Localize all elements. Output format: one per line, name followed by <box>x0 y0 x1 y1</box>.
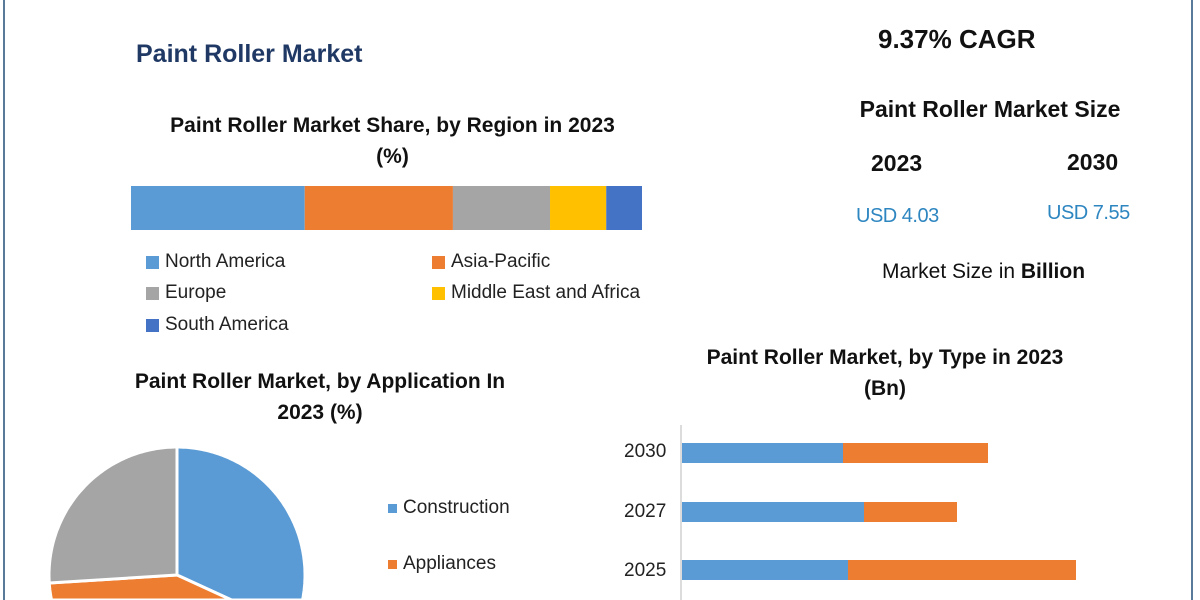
legend-asia-pacific: Asia-Pacific <box>432 251 550 273</box>
pie-slice <box>47 445 179 585</box>
market-size-heading: Paint Roller Market Size <box>859 96 1121 122</box>
legend-swatch <box>432 255 445 269</box>
type-bar-segment <box>848 560 1076 580</box>
legend-label: Asia-Pacific <box>451 251 551 272</box>
region-bar-segment <box>606 186 642 230</box>
region-title-line2: (%) <box>376 145 409 168</box>
legend-swatch <box>388 503 397 513</box>
year-2023: 2023 <box>871 150 923 176</box>
application-title-line1: Paint Roller Market, by Application In <box>134 370 506 393</box>
legend-label: Middle East and Africa <box>451 282 641 303</box>
legend-swatch <box>146 255 159 269</box>
market-value-2023: USD 4.03 <box>856 205 939 227</box>
note-prefix: Market Size in <box>882 260 1021 283</box>
legend-swatch <box>432 286 445 300</box>
type-bar-segment <box>682 560 848 580</box>
page-title: Paint Roller Market <box>136 40 363 68</box>
legend-north-america: North America <box>146 251 285 273</box>
type-bar-segment <box>682 502 864 522</box>
type-title-line2: (Bn) <box>864 377 906 400</box>
year-2030: 2030 <box>1067 149 1119 175</box>
legend-appliances: Appliances <box>388 553 496 575</box>
market-size-note: Market Size in Billion <box>882 260 1085 284</box>
market-value-2030: USD 7.55 <box>1047 202 1130 224</box>
cagr-value: 9.37% CAGR <box>878 24 1036 54</box>
note-unit: Billion <box>1020 260 1086 283</box>
type-bar-segment <box>682 443 843 463</box>
region-bar-segment <box>304 186 453 230</box>
legend-europe: Europe <box>146 282 226 304</box>
legend-swatch <box>388 559 397 569</box>
region-bar-segment <box>131 186 305 230</box>
application-chart-title: Paint Roller Market, by Application In 2… <box>90 366 550 428</box>
legend-label: South America <box>165 314 289 335</box>
legend-middle-east-africa: Middle East and Africa <box>432 282 640 304</box>
legend-south-america: South America <box>146 314 289 336</box>
application-title-line2: 2023 (%) <box>277 401 363 424</box>
type-tick-label: 2030 <box>624 441 667 462</box>
type-chart-title: Paint Roller Market, by Type in 2023 (Bn… <box>660 342 1110 404</box>
type-tick-label: 2027 <box>624 501 667 522</box>
legend-label: North America <box>165 251 286 272</box>
legend-construction: Construction <box>388 497 510 519</box>
region-bar-segment <box>550 186 607 230</box>
region-bar-segment <box>452 186 551 230</box>
type-tick-label: 2025 <box>624 560 667 581</box>
legend-label: Construction <box>403 497 510 518</box>
legend-label: Europe <box>165 282 227 303</box>
type-title-line1: Paint Roller Market, by Type in 2023 <box>706 346 1064 369</box>
legend-swatch <box>146 286 159 300</box>
legend-label: Appliances <box>403 553 496 574</box>
infographic-frame <box>3 0 1193 600</box>
region-chart-title: Paint Roller Market Share, by Region in … <box>120 110 665 172</box>
region-title-line1: Paint Roller Market Share, by Region in … <box>170 114 615 137</box>
pie-slice <box>175 445 307 600</box>
type-bar-segment <box>843 443 988 463</box>
legend-swatch <box>146 318 159 332</box>
type-bar-segment <box>864 502 957 522</box>
